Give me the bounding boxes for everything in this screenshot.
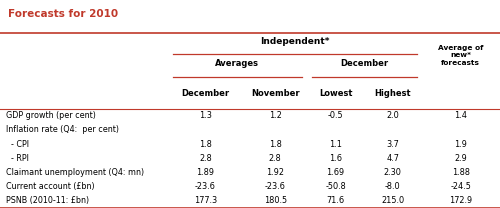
Text: 2.30: 2.30 — [384, 168, 402, 177]
Text: 172.9: 172.9 — [449, 196, 472, 205]
Text: -8.0: -8.0 — [385, 182, 400, 191]
Text: 2.9: 2.9 — [454, 154, 467, 163]
Text: Independent*: Independent* — [260, 37, 329, 46]
Text: 1.3: 1.3 — [199, 111, 212, 120]
Text: 1.6: 1.6 — [329, 154, 342, 163]
Text: - RPI: - RPI — [6, 154, 29, 163]
Text: - CPI: - CPI — [6, 140, 29, 149]
Text: Averages: Averages — [216, 58, 259, 68]
Text: 2.0: 2.0 — [386, 111, 399, 120]
Text: 71.6: 71.6 — [326, 196, 344, 205]
Text: 1.69: 1.69 — [326, 168, 344, 177]
Text: 215.0: 215.0 — [381, 196, 404, 205]
Text: Claimant unemployment (Q4: mn): Claimant unemployment (Q4: mn) — [6, 168, 144, 177]
Text: 177.3: 177.3 — [194, 196, 217, 205]
Text: Forecasts for 2010: Forecasts for 2010 — [8, 9, 117, 19]
Text: December: December — [182, 89, 230, 98]
Text: 3.7: 3.7 — [386, 140, 399, 149]
Text: GDP growth (per cent): GDP growth (per cent) — [6, 111, 96, 120]
Text: Highest: Highest — [374, 89, 411, 98]
Text: 1.9: 1.9 — [454, 140, 467, 149]
Text: 1.1: 1.1 — [329, 140, 342, 149]
Text: November: November — [251, 89, 300, 98]
Text: 2.8: 2.8 — [199, 154, 212, 163]
Text: 1.8: 1.8 — [199, 140, 212, 149]
Text: December: December — [340, 58, 388, 68]
Text: 180.5: 180.5 — [264, 196, 287, 205]
Text: -23.6: -23.6 — [195, 182, 216, 191]
Text: 1.2: 1.2 — [269, 111, 281, 120]
Text: 1.8: 1.8 — [269, 140, 281, 149]
Text: -24.5: -24.5 — [450, 182, 471, 191]
Text: Lowest: Lowest — [319, 89, 352, 98]
Text: Inflation rate (Q4:  per cent): Inflation rate (Q4: per cent) — [6, 125, 119, 134]
Text: Current account (£bn): Current account (£bn) — [6, 182, 94, 191]
Text: 2.8: 2.8 — [269, 154, 281, 163]
Text: -50.8: -50.8 — [325, 182, 346, 191]
Text: PSNB (2010-11: £bn): PSNB (2010-11: £bn) — [6, 196, 89, 205]
Text: Average of
new*
forecasts: Average of new* forecasts — [438, 45, 484, 66]
Text: 1.92: 1.92 — [266, 168, 284, 177]
Text: 4.7: 4.7 — [386, 154, 399, 163]
Text: 1.4: 1.4 — [454, 111, 467, 120]
Text: 1.89: 1.89 — [196, 168, 214, 177]
Text: -0.5: -0.5 — [328, 111, 344, 120]
Text: -23.6: -23.6 — [265, 182, 285, 191]
Text: 1.88: 1.88 — [452, 168, 470, 177]
